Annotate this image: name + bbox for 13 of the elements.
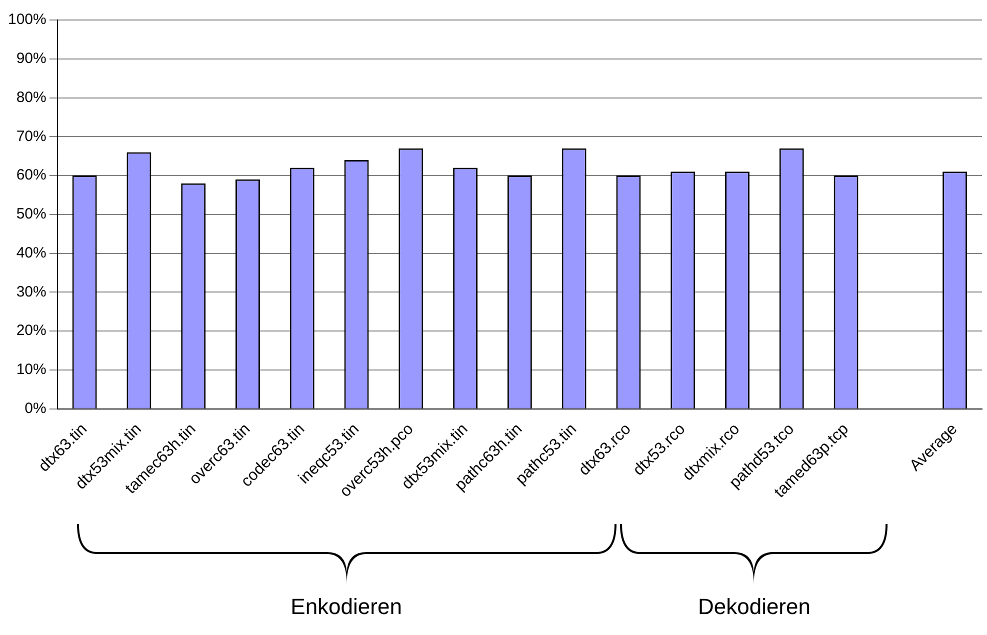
y-tick-label: 10% <box>16 361 46 378</box>
y-tick-label: 80% <box>16 88 46 106</box>
y-tick-label: 70% <box>16 128 46 145</box>
y-tick-label: 90% <box>16 50 46 68</box>
text: Enkodieren <box>290 594 403 620</box>
y-tick-label: 100% <box>8 11 46 28</box>
y-tick-label: 50% <box>16 206 46 223</box>
y-tick-label: 20% <box>16 322 46 340</box>
y-tick-label: 40% <box>16 244 46 262</box>
y-tick-label: 60% <box>16 166 46 184</box>
y-tick-label: 30% <box>16 283 46 300</box>
y-tick-label: 0% <box>24 400 46 418</box>
text: Dekodieren <box>696 594 812 620</box>
